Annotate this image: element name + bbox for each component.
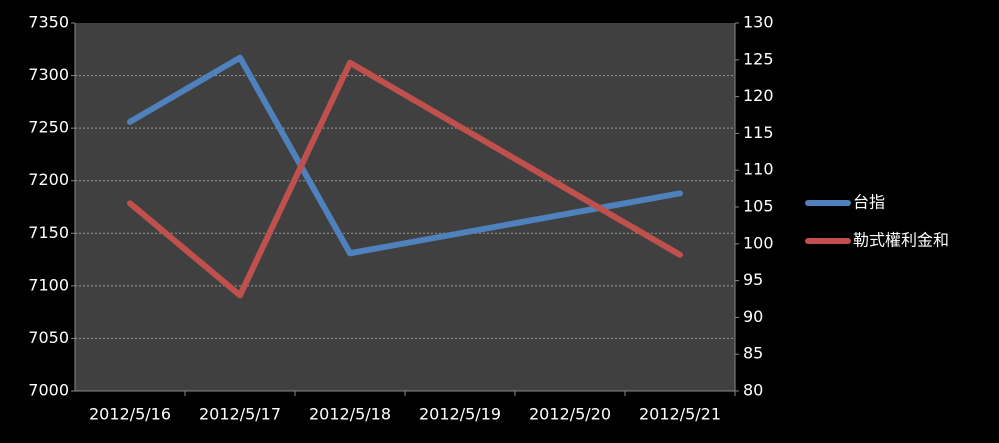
series-line	[127, 59, 683, 299]
x-tick-label: 2012/5/21	[639, 405, 721, 424]
y-tick-label: 7000	[28, 381, 69, 400]
y2-tick-label: 110	[743, 160, 774, 179]
y2-tick-label: 90	[743, 307, 763, 326]
plot-area	[75, 23, 735, 391]
x-tick-label: 2012/5/17	[199, 405, 281, 424]
y-tick-label: 7100	[28, 275, 69, 294]
x-tick-label: 2012/5/19	[419, 405, 501, 424]
x-tick-label: 2012/5/16	[89, 405, 171, 424]
legend-label: 台指	[853, 193, 885, 212]
x-tick-label: 2012/5/20	[529, 405, 611, 424]
x-tick-label: 2012/5/18	[309, 405, 391, 424]
y2-tick-label: 105	[743, 197, 774, 216]
y2-tick-label: 125	[743, 49, 774, 68]
y2-tick-label: 120	[743, 86, 774, 105]
y2-tick-label: 80	[743, 381, 763, 400]
y2-tick-label: 95	[743, 270, 763, 289]
series-line	[127, 54, 683, 257]
y-tick-label: 7200	[28, 170, 69, 189]
y-tick-label: 7050	[28, 328, 69, 347]
y-tick-label: 7300	[28, 65, 69, 84]
y-tick-label: 7250	[28, 118, 69, 137]
y2-tick-label: 130	[743, 13, 774, 32]
y-tick-label: 7350	[28, 13, 69, 32]
y2-tick-label: 85	[743, 344, 763, 363]
legend-label: 勒式權利金和	[853, 231, 949, 250]
y-tick-label: 7150	[28, 223, 69, 242]
y2-tick-label: 115	[743, 123, 774, 142]
y2-tick-label: 100	[743, 233, 774, 252]
